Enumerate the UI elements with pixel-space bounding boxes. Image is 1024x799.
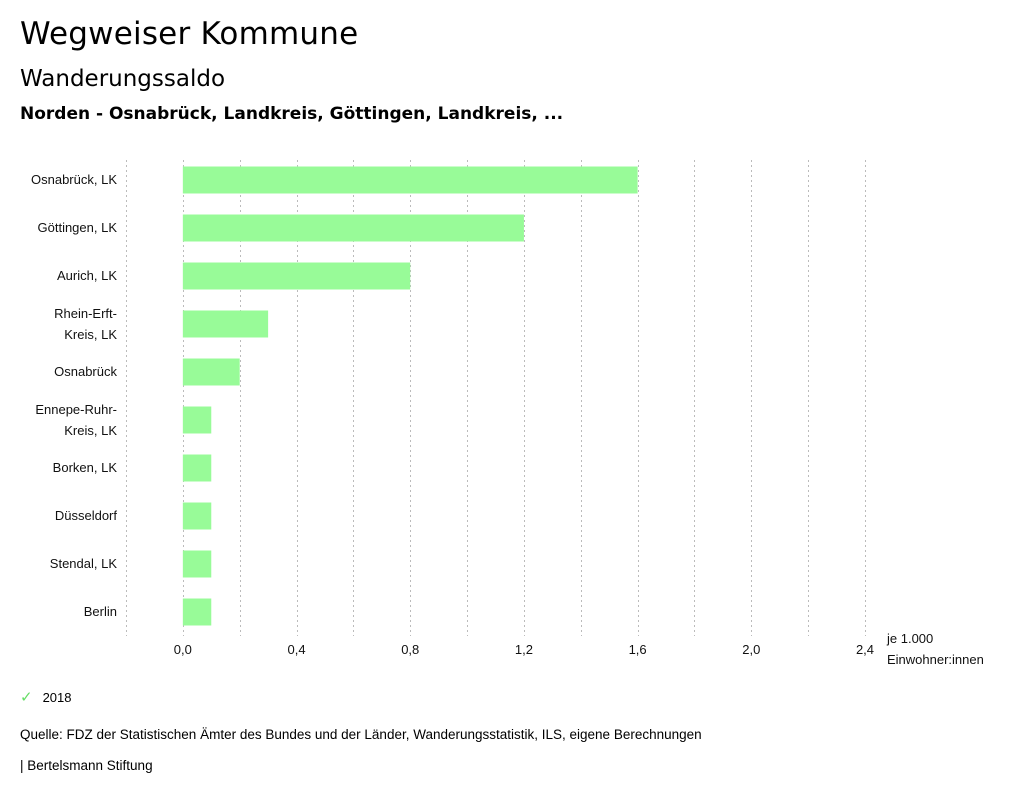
unit-label: Einwohner:innen (887, 652, 984, 667)
credit-note: | Bertelsmann Stiftung (20, 758, 153, 773)
bar[interactable] (182, 214, 524, 242)
unit-label: je 1.000 (886, 631, 933, 646)
source-note: Quelle: FDZ der Statistischen Ämter des … (20, 727, 702, 742)
category-labels: Osnabrück, LK Göttingen, LK Aurich, LK Rhei… (31, 172, 117, 619)
category-label: Göttingen, LK (38, 220, 118, 235)
region-selection: Norden - Osnabrück, Landkreis, Göttingen… (20, 104, 564, 124)
bar[interactable] (182, 406, 212, 434)
tick-label: 0,4 (287, 642, 305, 657)
tick-label: 0,8 (401, 642, 419, 657)
legend[interactable]: ✓ 2018 (20, 688, 72, 706)
legend-label: 2018 (42, 689, 72, 705)
bar-chart: Osnabrück, LK Göttingen, LK Aurich, LK Rhei… (31, 160, 984, 667)
category-label: Rhein-Erft-Kreis, LK (54, 306, 117, 342)
bar[interactable] (182, 166, 638, 194)
tick-label: 2,0 (742, 642, 760, 657)
category-label: Osnabrück (54, 364, 117, 379)
category-label: Stendal, LK (50, 556, 118, 571)
bar[interactable] (182, 454, 212, 482)
tick-label: 1,6 (629, 642, 647, 657)
tick-label: 2,4 (856, 642, 874, 657)
bar[interactable] (182, 358, 240, 386)
bar[interactable] (182, 502, 212, 530)
category-label: Düsseldorf (55, 508, 118, 523)
tick-label: 0,0 (174, 642, 192, 657)
category-label: Borken, LK (53, 460, 118, 475)
chart-subtitle: Wanderungssaldo (20, 66, 226, 92)
tick-label: 1,2 (515, 642, 533, 657)
check-icon[interactable]: ✓ (20, 689, 33, 706)
category-label: Osnabrück, LK (31, 172, 117, 187)
grid-lines (126, 160, 866, 636)
x-axis-ticks: 0,0 0,4 0,8 1,2 1,6 2,0 2,4 (174, 642, 874, 657)
page-title: Wegweiser Kommune (20, 16, 359, 52)
category-label: Berlin (84, 604, 117, 619)
bar[interactable] (182, 262, 411, 290)
bar[interactable] (182, 550, 212, 578)
bar[interactable] (182, 598, 212, 626)
x-axis-unit-label: je 1.000 Einwohner:innen (886, 631, 984, 667)
category-label: Aurich, LK (57, 268, 117, 283)
bar[interactable] (182, 310, 269, 338)
category-label: Ennepe-Ruhr-Kreis, LK (35, 402, 117, 438)
bars (182, 166, 638, 626)
